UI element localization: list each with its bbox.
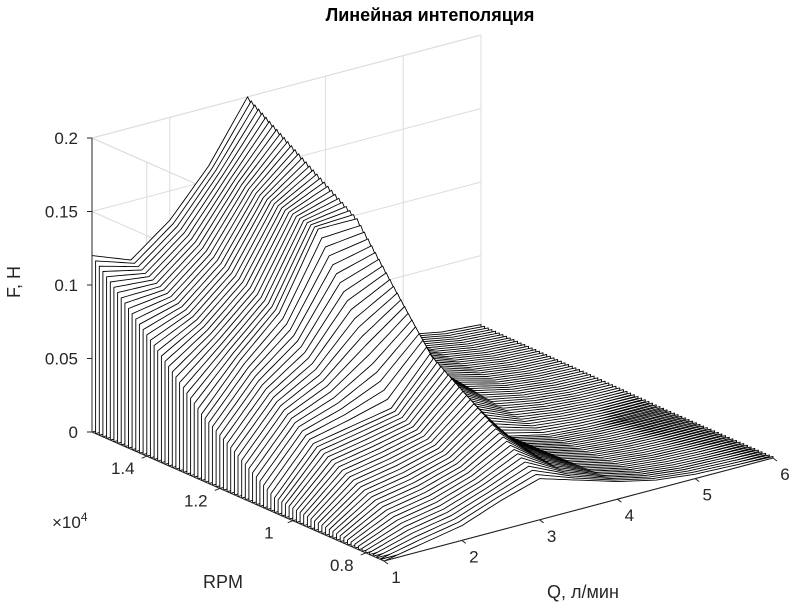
x-axis-label: Q, л/мин <box>547 582 619 602</box>
z-tick-label: 0.15 <box>45 203 78 222</box>
y-tick-label: 1 <box>264 524 273 543</box>
x-tick-mark <box>539 519 544 524</box>
axes <box>87 137 778 565</box>
z-axis-label: F, Н <box>4 266 24 298</box>
z-tick-label: 0 <box>69 423 78 442</box>
x-tick-mark <box>772 457 778 462</box>
x-tick-mark <box>383 560 389 565</box>
x-axis-line <box>383 457 774 562</box>
y-tick-label: 1.2 <box>184 491 208 510</box>
y-tick-label: 1.4 <box>111 459 135 478</box>
surface-mesh <box>91 96 774 562</box>
x-tick-label: 1 <box>391 568 400 587</box>
x-tick-label: 2 <box>469 547 478 566</box>
x-tick-label: 5 <box>702 486 711 505</box>
x-tick-label: 6 <box>780 465 789 484</box>
z-tick-label: 0.05 <box>45 350 78 369</box>
grid-line <box>91 34 482 139</box>
y-axis-label: RPM <box>203 572 243 592</box>
y-tick-mark <box>360 552 366 556</box>
x-tick-mark <box>617 498 622 503</box>
x-tick-label: 4 <box>625 506 634 525</box>
y-exponent-label: ×104 <box>52 510 88 532</box>
chart-title: Линейная интеполяция <box>326 5 535 25</box>
y-tick-mark <box>287 520 293 524</box>
x-tick-label: 3 <box>547 527 556 546</box>
y-tick-mark <box>141 455 147 459</box>
z-tick-label: 0.2 <box>54 129 78 148</box>
x-tick-mark <box>461 540 467 544</box>
tick-labels: 1 2 3 4 5 6 0.8 1 1.2 1.4 0 0.05 0.1 0.15 0.2 <box>45 129 790 587</box>
x-tick-mark <box>694 478 700 483</box>
y-axis-line <box>91 431 385 562</box>
y-tick-label: 0.8 <box>330 556 354 575</box>
z-tick-label: 0.1 <box>54 276 78 295</box>
y-tick-mark <box>214 487 220 491</box>
